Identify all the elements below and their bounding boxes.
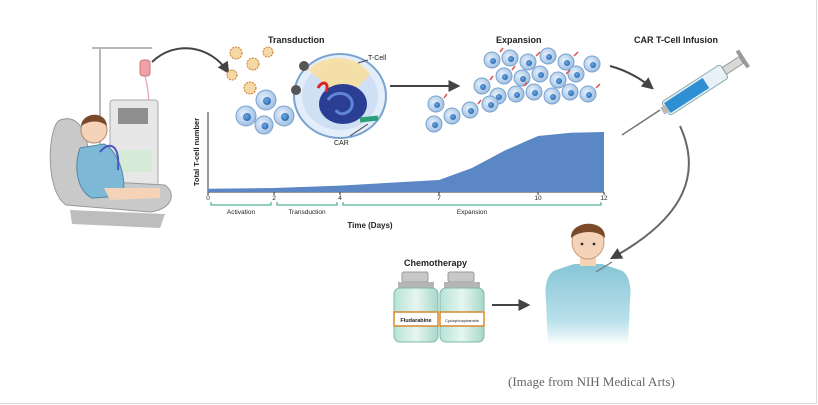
y-axis-label: Total T-cell number (192, 118, 201, 186)
flow-arrow-expand (609, 65, 654, 90)
phase-bracket (210, 202, 272, 206)
expansion-cells (425, 47, 601, 133)
x-tick-label: 2 (272, 195, 276, 202)
x-axis-label: Time (Days) (347, 221, 393, 230)
flow-arrow-collect (151, 47, 230, 74)
vial-cyclophosphamide (439, 271, 485, 343)
phase-bracket (342, 202, 602, 206)
stage-label-chemotherapy: Chemotherapy (404, 258, 467, 268)
stage-label-expansion: Expansion (496, 35, 542, 45)
tcell-growth-chart: 0 2 4 7 10 12 Activation Transduction Expansion… (192, 112, 608, 230)
x-tick-label: 4 (338, 195, 342, 202)
image-caption: (Image from NIH Medical Arts) (508, 374, 675, 389)
apheresis-patient (49, 47, 172, 228)
x-tick-label: 10 (534, 195, 542, 202)
tcell-area (208, 132, 604, 192)
cyclophosphamide-label: Cyclophosphamide (445, 318, 480, 323)
stage-label-transduction: Transduction (268, 35, 325, 45)
transduction-illustration (226, 46, 387, 139)
t-cell-label: T-Cell (368, 55, 387, 62)
recipient-patient (545, 223, 631, 345)
phase-label: Expansion (457, 209, 488, 216)
stage-label-infusion: CAR T-Cell Infusion (634, 35, 718, 45)
fludarabine-label: Fludarabine (400, 318, 431, 324)
phase-bracket (276, 202, 338, 206)
x-tick-label: 12 (600, 195, 608, 202)
phase-label: Transduction (288, 209, 326, 216)
car-label: CAR (334, 140, 349, 147)
vial-fludarabine (393, 271, 439, 343)
phase-label: Activation (227, 209, 256, 216)
x-tick-label: 7 (437, 195, 441, 202)
flow-arrow-infuse (609, 125, 690, 260)
syringe-illustration (621, 49, 750, 136)
x-tick-label: 0 (206, 195, 210, 202)
